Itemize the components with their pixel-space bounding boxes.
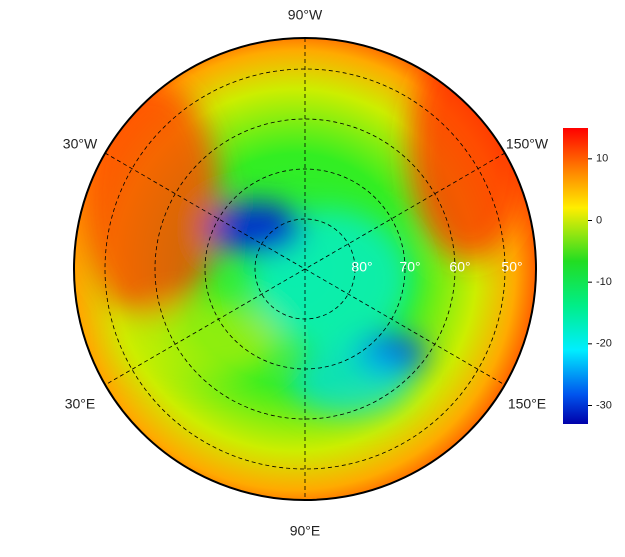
longitude-label: 150°E <box>508 396 546 412</box>
colorbar-tick-label: 10 <box>596 153 608 165</box>
latitude-label: 60° <box>449 259 470 275</box>
longitude-label: 90°W <box>288 7 323 23</box>
latitude-label: 80° <box>351 259 372 275</box>
longitude-label: 90°E <box>290 523 321 539</box>
colorbar <box>563 128 588 424</box>
latitude-label: 70° <box>399 259 420 275</box>
colorbar-tick-label: -10 <box>596 276 612 288</box>
colorbar-tick-label: 0 <box>596 214 602 226</box>
latitude-label: 50° <box>501 259 522 275</box>
longitude-label: 30°W <box>63 136 98 152</box>
longitude-label: 30°E <box>65 396 96 412</box>
colorbar-tick-label: -20 <box>596 338 612 350</box>
graticule <box>104 38 506 500</box>
map-border <box>73 37 537 501</box>
longitude-label: 150°W <box>506 136 549 152</box>
colorbar-tick-label: -30 <box>596 399 612 411</box>
